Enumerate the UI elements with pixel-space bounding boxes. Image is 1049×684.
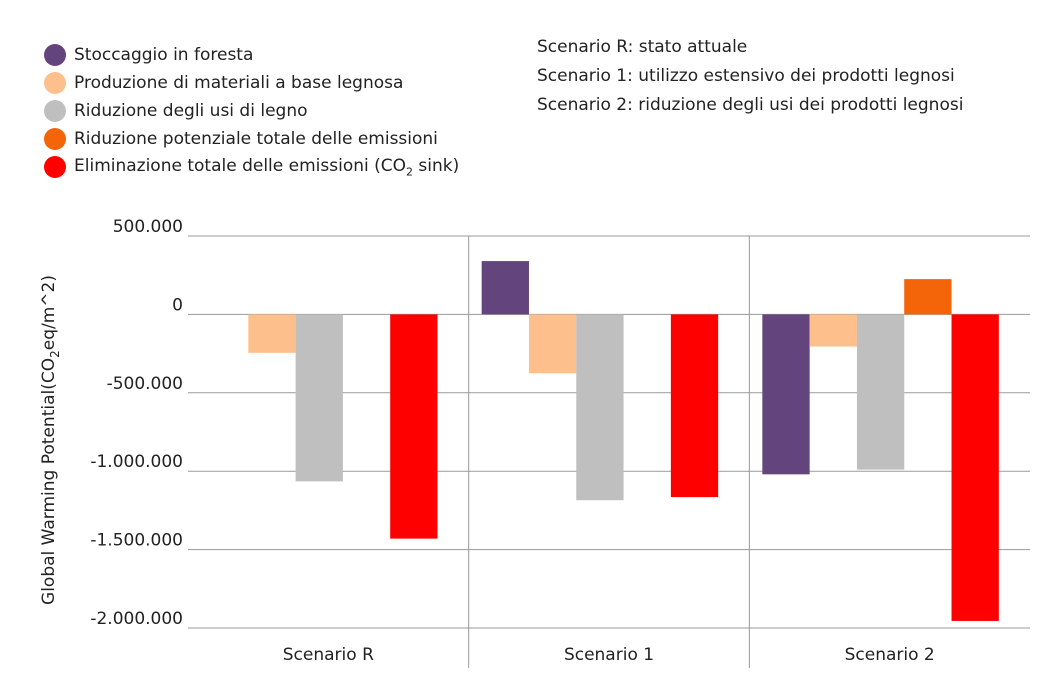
- scenario-note-2: Scenario 2: riduzione degli usi dei prod…: [537, 95, 964, 115]
- bar: [856, 314, 905, 470]
- bar: [762, 314, 810, 475]
- legend-label-after: sink): [413, 155, 460, 176]
- legend-swatch: [44, 72, 66, 94]
- y-axis-label-before: Global Warming Potential(CO: [39, 358, 59, 605]
- bar: [390, 314, 438, 539]
- category-label: Scenario 1: [564, 645, 654, 665]
- legend-label-text: Eliminazione totale delle emissioni (CO: [74, 155, 407, 176]
- y-axis-label-after: eq/m^2): [39, 275, 59, 350]
- y-tick-label: -2.000.000: [90, 609, 183, 629]
- legend-label: Riduzione potenziale totale delle emissi…: [74, 129, 438, 149]
- y-tick-label: -1.500.000: [90, 531, 183, 551]
- legend-swatch: [44, 156, 66, 178]
- legend-item-produzione: Produzione di materiali a base legnosa: [44, 69, 459, 97]
- legend-label: Riduzione degli usi di legno: [74, 101, 308, 121]
- legend-label: Eliminazione totale delle emissioni (CO2…: [74, 156, 459, 178]
- bars: [248, 261, 999, 621]
- bar: [295, 314, 343, 482]
- legend-swatch: [44, 128, 66, 150]
- legend-item-eliminazione: Eliminazione totale delle emissioni (CO2…: [44, 153, 459, 181]
- bar: [576, 314, 624, 501]
- bar: [951, 314, 999, 621]
- bar: [904, 279, 952, 315]
- legend-label: Stoccaggio in foresta: [74, 45, 254, 65]
- scenario-note-r: Scenario R: stato attuale: [537, 37, 748, 57]
- y-axis-label: Global Warming Potential(CO2eq/m^2): [39, 275, 62, 605]
- y-axis-label-sub: 2: [48, 350, 62, 358]
- category-labels: Scenario R Scenario 1 Scenario 2: [283, 645, 935, 665]
- y-tick-labels: 500.000 0 -500.000 -1.000.000 -1.500.000 -2.0…: [90, 217, 183, 629]
- bar: [528, 314, 577, 374]
- legend-label-sub: 2: [406, 165, 414, 179]
- bar: [809, 314, 857, 347]
- scenario-note-1: Scenario 1: utilizzo estensivo dei prodo…: [537, 66, 955, 86]
- legend-label: Produzione di materiali a base legnosa: [74, 73, 404, 93]
- y-tick-label: 0: [172, 295, 183, 315]
- category-label: Scenario R: [283, 645, 374, 665]
- legend-item-riduzione-usi: Riduzione degli usi di legno: [44, 97, 459, 125]
- category-label: Scenario 2: [845, 645, 935, 665]
- scenario-notes: Scenario R: stato attuale Scenario 1: ut…: [537, 35, 963, 122]
- y-tick-label: -500.000: [107, 374, 183, 394]
- legend: Stoccaggio in foresta Produzione di mate…: [44, 41, 459, 181]
- bar: [248, 314, 296, 353]
- legend-swatch: [44, 100, 66, 122]
- legend-item-stoccaggio: Stoccaggio in foresta: [44, 41, 459, 69]
- bar: [670, 314, 719, 498]
- legend-item-riduzione-potenziale: Riduzione potenziale totale delle emissi…: [44, 125, 459, 153]
- legend-swatch: [44, 44, 66, 66]
- y-tick-label: 500.000: [113, 217, 183, 237]
- bar: [481, 261, 529, 315]
- y-tick-label: -1.000.000: [90, 452, 183, 472]
